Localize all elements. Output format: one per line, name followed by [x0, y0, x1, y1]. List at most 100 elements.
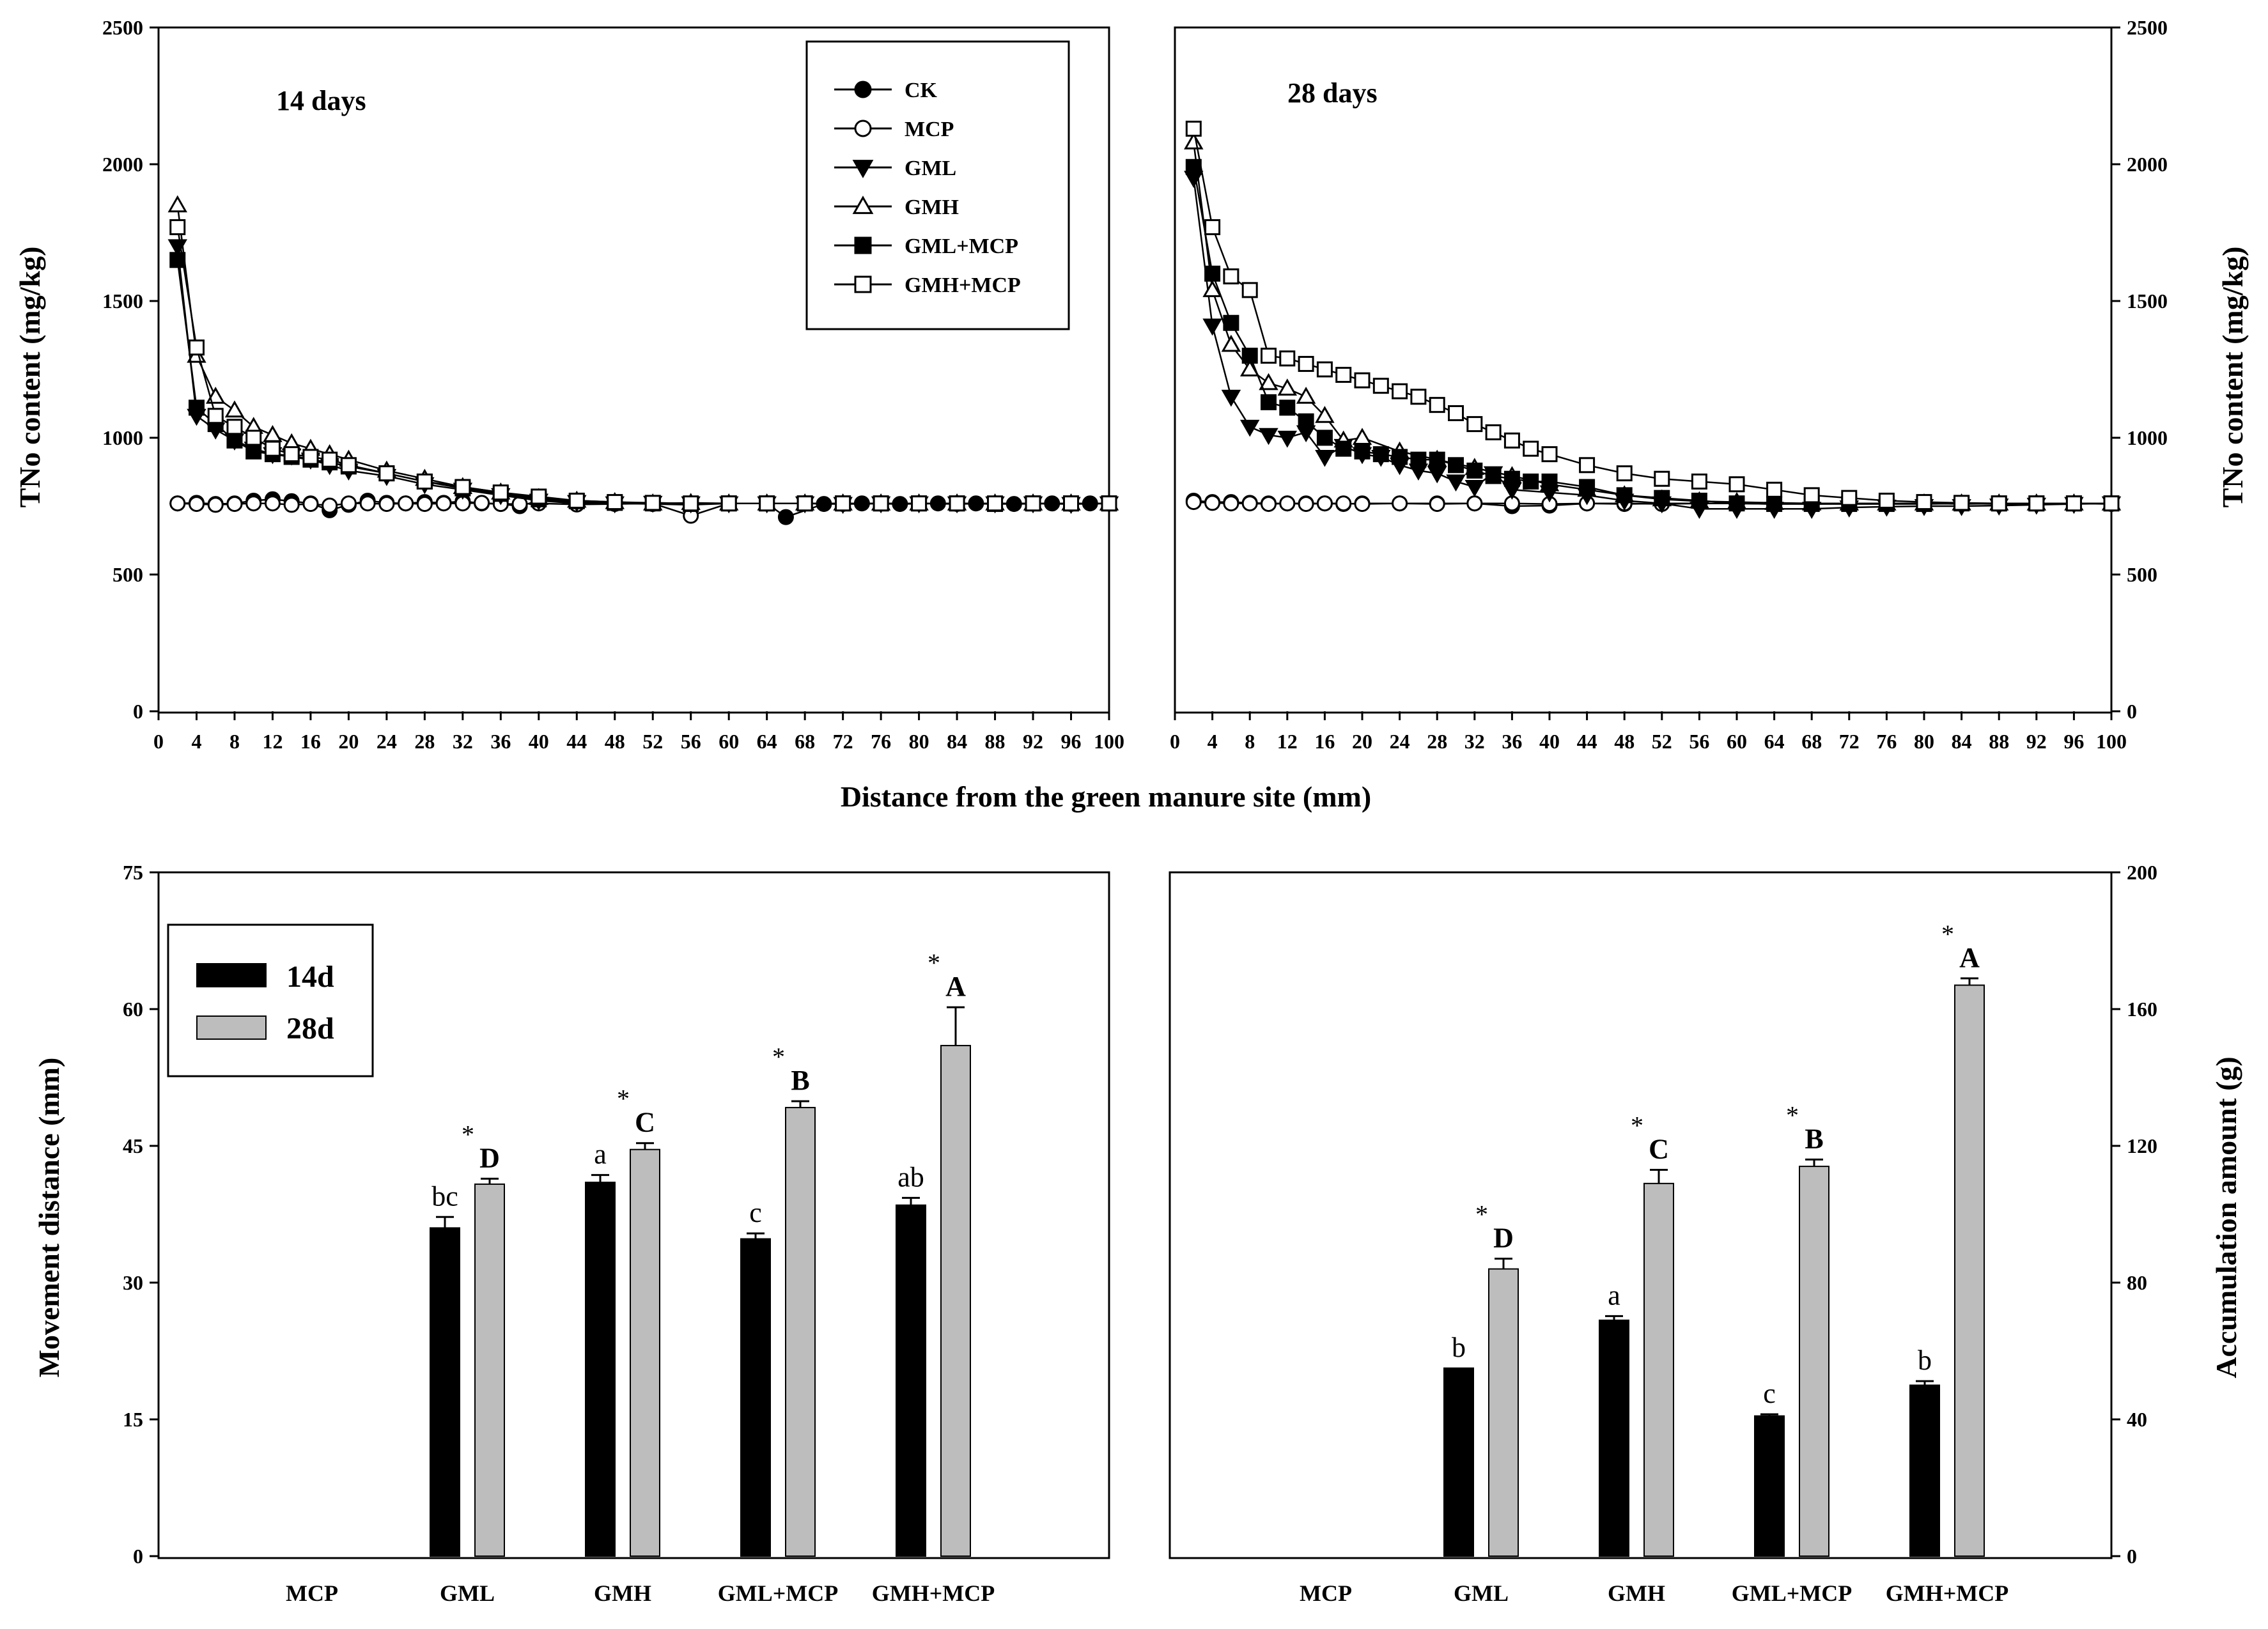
x-tick-label-44: 44 — [566, 730, 587, 753]
point-mcp — [264, 495, 281, 512]
point-gmh-mcp — [873, 495, 889, 512]
bar-28d-gmh-mcp — [940, 1045, 971, 1557]
sig-letter-14d-gmh: a — [1608, 1279, 1620, 1311]
point-gmh-mcp — [492, 484, 509, 501]
y-tick-label-15: 15 — [123, 1408, 143, 1431]
sig-star-gmh-mcp: * — [928, 948, 940, 977]
y-axis-title-tno-left: TNo content (mg/kg) — [13, 247, 46, 508]
point-gml-mcp — [1279, 399, 1296, 416]
x-tick-label-96: 96 — [1061, 730, 1082, 753]
point-gmh-mcp — [1372, 378, 1389, 394]
point-gmh-mcp — [302, 449, 319, 465]
point-mcp — [1279, 495, 1296, 512]
y-tick-label-2000: 2000 — [2127, 153, 2168, 176]
point-mcp — [169, 495, 186, 512]
point-mcp — [1298, 496, 1314, 513]
x-tick-label-52: 52 — [1652, 730, 1672, 753]
point-gml-mcp — [245, 443, 262, 459]
point-mcp — [1429, 496, 1445, 513]
x-tick-label-96: 96 — [2063, 730, 2084, 753]
x-tick-label-16: 16 — [300, 730, 321, 753]
legend-label-ck: CK — [905, 79, 938, 102]
point-gmh — [1202, 280, 1222, 297]
point-gml-mcp — [1410, 451, 1427, 468]
bar-14d-gmh — [1599, 1319, 1629, 1557]
x-tick-label-8: 8 — [1245, 730, 1255, 753]
point-gmh-mcp — [245, 429, 262, 446]
point-gmh-mcp — [188, 339, 205, 356]
legend-label-gml-mcp: GML+MCP — [905, 235, 1018, 258]
x-tick-label-36: 36 — [1502, 730, 1522, 753]
point-mcp — [1335, 495, 1352, 512]
point-gmh-mcp — [1579, 457, 1596, 474]
point-gmh-mcp — [1991, 495, 2007, 512]
point-gmh-mcp — [949, 495, 965, 512]
point-mcp — [1466, 495, 1483, 512]
point-gmh-mcp — [531, 488, 547, 505]
point-gml-mcp — [1335, 440, 1352, 457]
point-gmh-mcp — [1803, 487, 1820, 504]
sig-letter-28d-gmh: C — [635, 1107, 655, 1138]
point-gmh-mcp — [911, 495, 928, 512]
x-tick-label-80: 80 — [1914, 730, 1934, 753]
sig-star-gml-mcp: * — [772, 1042, 785, 1071]
line-legend-box — [805, 40, 1070, 330]
point-gmh-mcp — [1541, 446, 1558, 463]
y-tick-label-1500: 1500 — [2127, 290, 2168, 313]
point-mcp — [416, 496, 433, 513]
point-gmh-mcp — [1101, 495, 1117, 512]
point-gmh-mcp — [322, 451, 338, 468]
x-tick-label-64: 64 — [1764, 730, 1785, 753]
x-tick-label-100: 100 — [2096, 730, 2127, 753]
point-gmh-mcp — [568, 492, 585, 509]
point-mcp — [435, 495, 452, 512]
x-tick-label-52: 52 — [642, 730, 663, 753]
point-gml — [1202, 318, 1222, 336]
legend-swatch-14d — [196, 963, 267, 987]
point-mcp — [474, 495, 490, 511]
point-gmh — [1352, 428, 1372, 445]
point-gmh-mcp — [1223, 268, 1239, 284]
sig-letter-28d-gml-mcp: B — [1805, 1123, 1823, 1154]
point-gmh-mcp — [340, 457, 357, 474]
x-tick-label-8: 8 — [229, 730, 240, 753]
panel-frame-28-days — [1174, 26, 2113, 714]
sig-letter-14d-gml: b — [1452, 1332, 1466, 1363]
point-ck — [777, 509, 794, 525]
x-tick-label-4: 4 — [191, 730, 201, 753]
bar-28d-gmh — [1643, 1182, 1674, 1557]
point-gmh-mcp — [987, 495, 1004, 512]
sig-letter-14d-gml-mcp: c — [1763, 1378, 1776, 1409]
y-tick-label-160: 160 — [2127, 998, 2157, 1021]
point-gmh-mcp — [1354, 372, 1371, 389]
point-mcp — [340, 495, 357, 512]
point-gmh-mcp — [1261, 348, 1277, 364]
panel-title-14-days: 14 days — [276, 85, 366, 116]
legend-marker-gml-mcp — [854, 236, 872, 254]
bar-28d-gmh — [630, 1148, 660, 1557]
y-tick-label-2000: 2000 — [102, 153, 143, 176]
line-gmh-mcp — [1193, 128, 2111, 504]
point-gml-mcp — [1185, 158, 1202, 175]
y-tick-label-2500: 2500 — [102, 16, 143, 39]
x-tick-label-76: 76 — [871, 730, 891, 753]
sig-letter-28d-gmh-mcp: A — [945, 971, 966, 1002]
sig-star-gml-mcp: * — [1786, 1100, 1799, 1129]
x-tick-label-20: 20 — [1352, 730, 1372, 753]
category-label-gml: GML — [440, 1580, 495, 1606]
x-tick-label-28: 28 — [414, 730, 435, 753]
point-gmh — [1259, 373, 1278, 390]
point-gml-mcp — [226, 432, 243, 449]
point-gmh-mcp — [1025, 495, 1041, 512]
point-gml-mcp — [1616, 487, 1633, 504]
point-mcp — [302, 496, 319, 513]
y-tick-label-0: 0 — [133, 1545, 143, 1568]
point-gmh-mcp — [416, 473, 433, 490]
point-gml-mcp — [1466, 462, 1483, 479]
point-mcp — [359, 495, 376, 512]
y-tick-label-75: 75 — [123, 861, 143, 884]
x-tick-label-84: 84 — [947, 730, 967, 753]
